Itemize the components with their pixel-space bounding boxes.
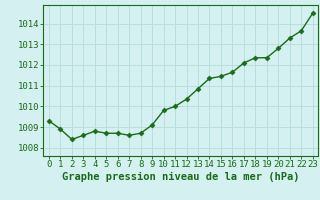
- X-axis label: Graphe pression niveau de la mer (hPa): Graphe pression niveau de la mer (hPa): [62, 172, 300, 182]
